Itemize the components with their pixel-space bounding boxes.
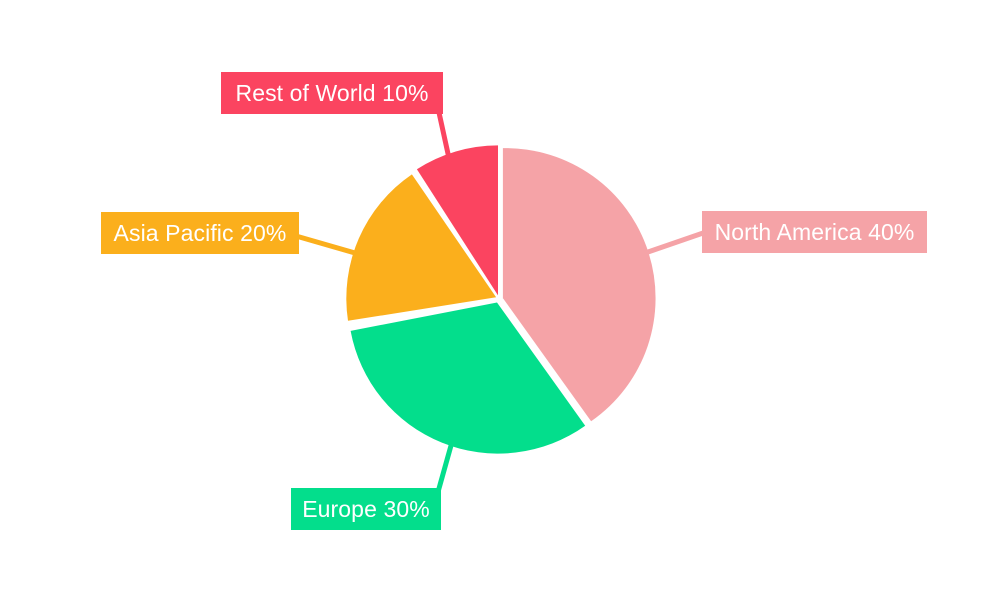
- leader-line-europe: [435, 441, 455, 493]
- pie-slice-europe[interactable]: [350, 302, 586, 454]
- pie-label-asia-pacific[interactable]: Asia Pacific 20%: [101, 212, 299, 254]
- pie-slice-north-america[interactable]: [502, 148, 656, 422]
- pie-slice-asia-pacific[interactable]: [346, 174, 497, 321]
- pie-slice-rest-of-world[interactable]: [416, 145, 498, 296]
- pie-label-europe-text: Europe 30%: [302, 495, 430, 522]
- pie-label-rest-of-world[interactable]: Rest of World 10%: [221, 72, 443, 114]
- pie-label-rest-of-world-text: Rest of World 10%: [235, 79, 429, 106]
- pie-label-north-america-text: North America 40%: [714, 218, 915, 245]
- leader-line-north-america: [647, 229, 707, 255]
- pie-slices: [346, 145, 656, 454]
- pie-label-asia-pacific-text: Asia Pacific 20%: [113, 219, 287, 246]
- pie-label-north-america[interactable]: North America 40%: [702, 211, 927, 253]
- leader-line-asia-pacific: [295, 233, 363, 258]
- pie-label-europe[interactable]: Europe 30%: [291, 488, 441, 530]
